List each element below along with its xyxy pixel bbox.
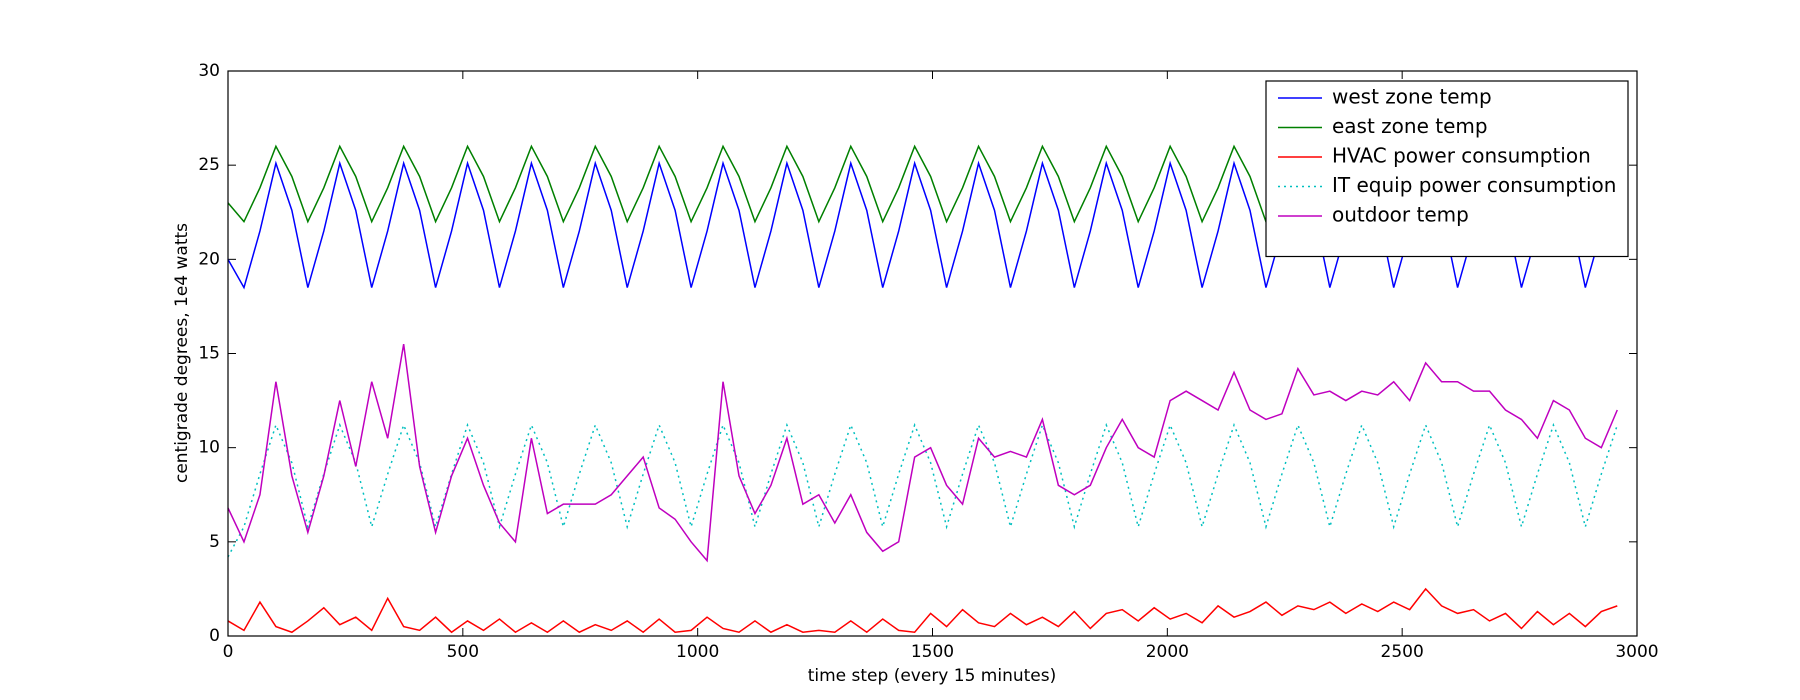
x-tick-label: 1500 — [911, 642, 954, 662]
legend-label: west zone temp — [1332, 85, 1492, 109]
x-tick-label: 3000 — [1615, 642, 1658, 662]
legend-label: HVAC power consumption — [1332, 144, 1591, 168]
y-tick-label: 0 — [209, 626, 220, 646]
series-line — [227, 343, 1618, 563]
legend-box — [1265, 80, 1629, 258]
y-tick-label: 30 — [198, 61, 220, 81]
y-tick-label: 25 — [198, 155, 220, 175]
x-tick-label: 500 — [447, 642, 479, 662]
legend-label: east zone temp — [1332, 114, 1488, 138]
x-tick-label: 2500 — [1381, 642, 1424, 662]
y-tick-label: 20 — [198, 249, 220, 269]
legend-label: IT equip power consumption — [1332, 173, 1616, 197]
series-line — [227, 422, 1618, 558]
legend: west zone temp east zone temp HVAC power c… — [1265, 80, 1629, 258]
series-line — [227, 587, 1618, 634]
y-tick-label: 15 — [198, 344, 220, 364]
y-axis-label: centigrade degrees, 1e4 watts — [172, 223, 192, 483]
y-tick-label: 5 — [209, 532, 220, 552]
legend-label: outdoor temp — [1332, 203, 1469, 227]
x-tick-label: 0 — [223, 642, 234, 662]
x-tick-label: 2000 — [1146, 642, 1189, 662]
x-tick-label: 1000 — [676, 642, 719, 662]
plot-frame — [227, 70, 1638, 637]
y-tick-label: 10 — [198, 438, 220, 458]
x-axis-label: time step (every 15 minutes) — [808, 666, 1057, 686]
